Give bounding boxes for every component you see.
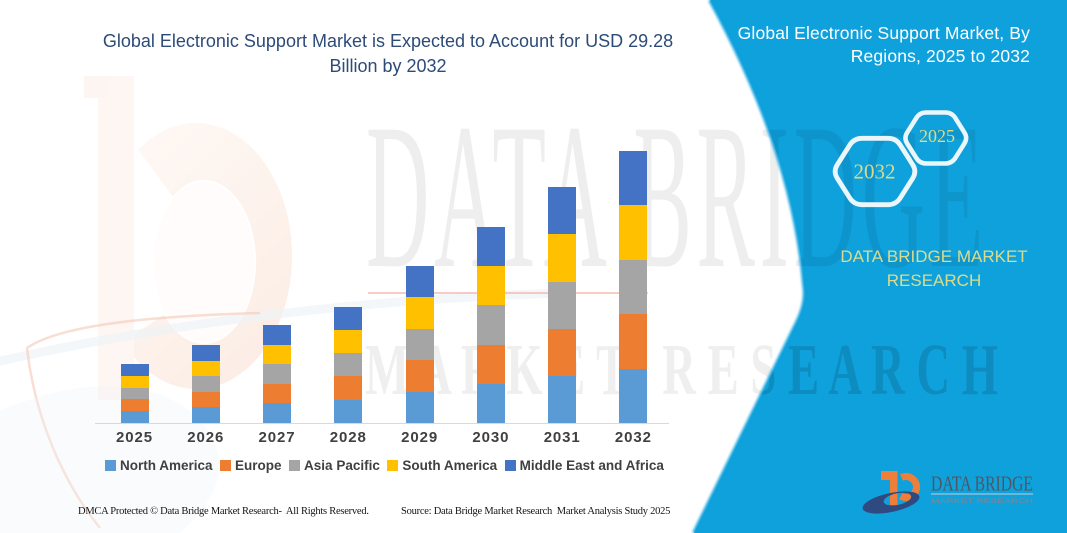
svg-text:2032: 2032 bbox=[854, 160, 896, 184]
svg-text:MARKET RESEARCH: MARKET RESEARCH bbox=[931, 498, 1033, 505]
svg-text:DATA BRIDGE: DATA BRIDGE bbox=[931, 472, 1033, 496]
svg-text:2025: 2025 bbox=[919, 126, 955, 146]
